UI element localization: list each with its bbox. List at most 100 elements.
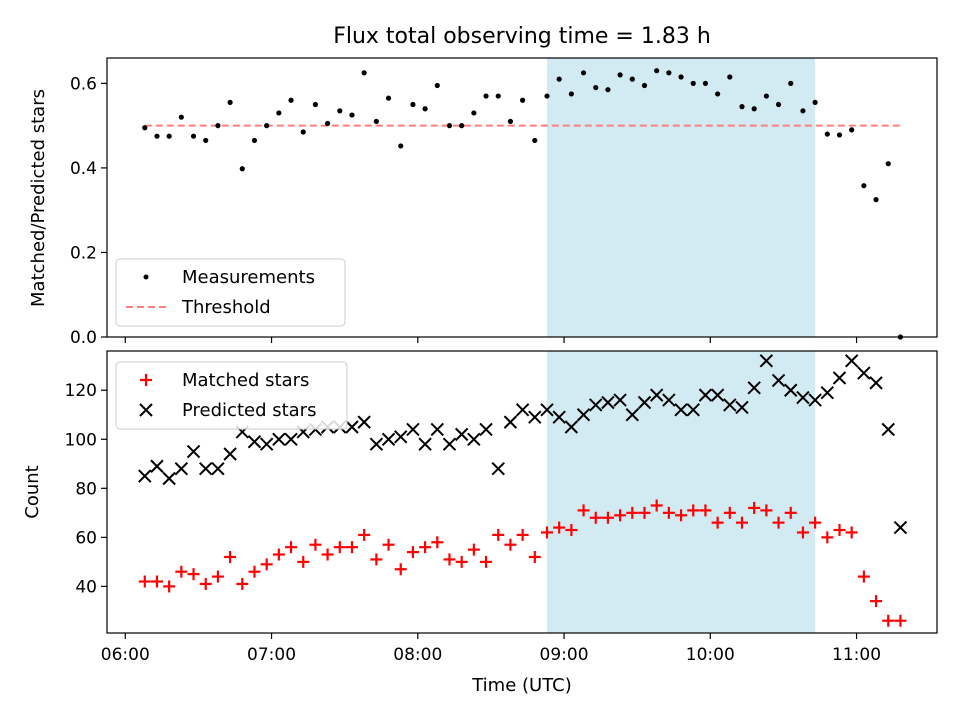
- bottom-y-tick-label: 80: [75, 479, 97, 499]
- matched-star-point: [516, 528, 529, 541]
- matched-star-point: [662, 506, 675, 519]
- matched-star-point: [540, 526, 553, 539]
- predicted-star-point: [223, 447, 237, 461]
- predicted-star-point: [808, 393, 822, 407]
- measurement-point: [264, 123, 270, 129]
- measurement-point: [361, 70, 367, 76]
- x-axis-label: Time (UTC): [471, 675, 572, 696]
- predicted-star-point: [735, 400, 749, 415]
- x-tick-label: 08:00: [393, 645, 442, 665]
- predicted-star-point: [723, 398, 737, 412]
- predicted-star-point: [138, 469, 152, 483]
- matched-star-point: [699, 504, 712, 517]
- matched-star-point: [723, 506, 736, 519]
- predicted-star-point: [589, 398, 603, 412]
- matched-star-point: [163, 580, 176, 593]
- measurement-point: [349, 112, 355, 118]
- predicted-star-point: [820, 385, 835, 400]
- predicted-star-point: [747, 381, 761, 395]
- predicted-star-point: [150, 459, 164, 473]
- matched-star-point: [175, 565, 188, 578]
- matched-star-point: [601, 511, 614, 524]
- predicted-star-point: [247, 435, 262, 449]
- matched-star-point: [431, 536, 444, 549]
- measurement-point: [629, 76, 635, 82]
- measurement-point: [824, 131, 830, 137]
- matched-star-point: [577, 504, 590, 517]
- matched-star-point: [894, 614, 907, 627]
- measurement-point: [251, 137, 258, 144]
- matched-star-point: [650, 499, 663, 512]
- measurement-point: [690, 80, 696, 86]
- matched-star-point: [382, 538, 395, 551]
- measurement-point: [312, 101, 319, 108]
- matched-star-point: [467, 543, 480, 556]
- matched-star-point: [553, 521, 566, 534]
- matched-star-point: [345, 541, 358, 554]
- matched-star-point: [809, 516, 822, 529]
- predicted-star-point: [211, 461, 225, 476]
- top-measurements-series: [142, 68, 904, 340]
- measurement-point: [300, 129, 306, 135]
- top-y-tick-label: 0.4: [70, 159, 97, 179]
- measurement-point: [471, 110, 477, 116]
- bottom-panel: 40 60 80 100 120 06:00 07:00 08:00 09:00 10:00 11…: [22, 350, 938, 696]
- measurement-point: [849, 127, 855, 133]
- matched-star-point: [406, 546, 419, 559]
- measurement-point: [203, 137, 209, 144]
- matched-star-point: [528, 550, 541, 563]
- matched-star-point: [150, 575, 163, 588]
- top-plot-frame: [106, 57, 938, 338]
- matched-star-point: [199, 577, 212, 590]
- x-tick-label: 06:00: [101, 645, 150, 665]
- matched-star-point: [857, 570, 870, 583]
- predicted-star-point: [454, 427, 469, 442]
- top-legend-box: [115, 258, 346, 327]
- predicted-star-point: [284, 432, 298, 446]
- measurement-point: [702, 80, 709, 86]
- predicted-star-point: [857, 366, 871, 380]
- legend-predicted-marker: [139, 403, 153, 417]
- matched-star-point: [711, 516, 724, 529]
- matched-star-point: [565, 524, 578, 537]
- predicted-star-point: [674, 403, 688, 417]
- matched-star-point: [187, 568, 200, 581]
- predicted-star-point: [381, 432, 396, 446]
- measurement-point: [800, 108, 806, 114]
- predicted-star-point: [479, 422, 493, 437]
- matched-star-point: [419, 541, 432, 554]
- matched-star-point: [845, 526, 858, 539]
- predicted-star-point: [406, 422, 420, 437]
- matched-star-point: [821, 531, 834, 544]
- measurement-point: [190, 133, 197, 139]
- legend-threshold-label: Threshold: [181, 297, 271, 318]
- matched-star-point: [333, 541, 346, 554]
- predicted-star-point: [796, 390, 810, 405]
- top-y-tick-label: 0.6: [70, 74, 97, 94]
- measurement-point: [739, 104, 745, 110]
- top-legend: Measurements Threshold: [115, 258, 346, 327]
- legend-measurements-label: Measurements: [182, 267, 315, 288]
- top-highlight-span: [546, 58, 816, 337]
- predicted-star-point: [649, 388, 664, 402]
- matched-star-point: [260, 558, 273, 571]
- predicted-star-point: [601, 395, 615, 410]
- matched-star-point: [833, 524, 846, 537]
- bottom-y-tick-label: 60: [75, 528, 97, 548]
- predicted-star-point: [784, 383, 798, 397]
- matched-star-point: [236, 577, 249, 590]
- matched-star-point: [297, 555, 310, 568]
- measurement-point: [142, 125, 148, 131]
- measurement-point: [605, 87, 611, 93]
- measurement-point: [861, 183, 867, 189]
- measurement-point: [775, 101, 782, 108]
- matched-star-point: [626, 506, 639, 519]
- top-y-axis: 0.0 0.2 0.4 0.6: [70, 74, 107, 348]
- predicted-star-point: [881, 422, 895, 437]
- measurement-point: [873, 197, 879, 203]
- bottom-matched-series: [138, 499, 907, 627]
- top-y-tick-label: 0.0: [70, 328, 97, 348]
- predicted-star-point: [503, 415, 518, 429]
- matched-star-point: [492, 528, 505, 541]
